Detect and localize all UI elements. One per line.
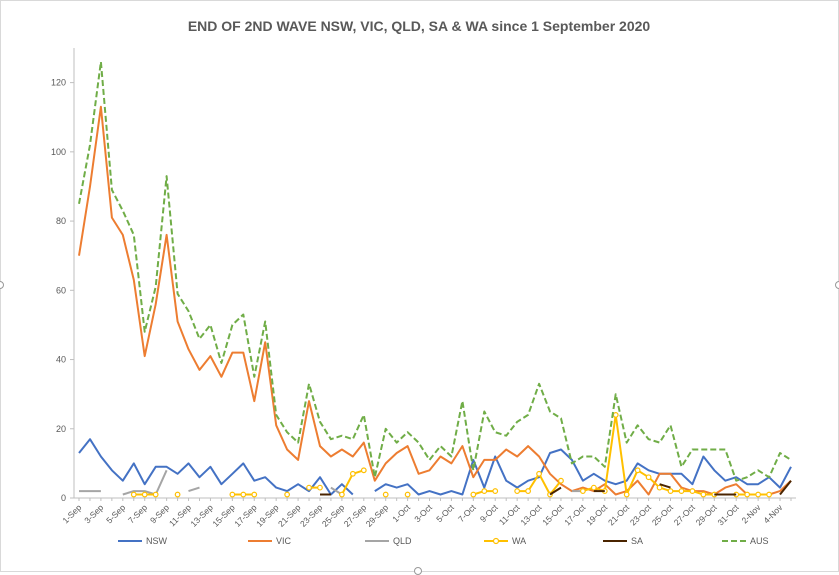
data-point-wa <box>338 491 345 498</box>
series-line-nsw <box>374 448 792 496</box>
data-point-wa <box>306 484 312 491</box>
series-line-sa <box>549 486 562 496</box>
y-tick-label: 80 <box>56 216 66 226</box>
legend-label: AUS <box>750 536 769 546</box>
resize-handle-bottom[interactable] <box>414 567 422 575</box>
y-tick-label: 120 <box>51 78 66 88</box>
chart-title: END OF 2ND WAVE NSW, VIC, QLD, SA & WA s… <box>188 18 651 34</box>
series-line-sa <box>659 483 671 489</box>
data-point-wa <box>470 491 477 498</box>
series-line-vic <box>78 105 792 496</box>
legend-item-qld: QLD <box>365 536 412 546</box>
data-point-wa <box>612 412 619 418</box>
legend-item-aus: AUS <box>722 536 769 546</box>
legend-label: VIC <box>276 536 292 546</box>
data-point-wa <box>579 488 586 494</box>
legend: NSW VIC QLD WA SA AUS <box>118 536 769 546</box>
data-point-wa <box>360 467 367 474</box>
data-point-wa <box>382 491 389 498</box>
legend-item-wa: WA <box>484 536 526 546</box>
y-tick-label: 40 <box>56 355 66 365</box>
legend-label: WA <box>512 536 526 546</box>
legend-label: QLD <box>393 536 412 546</box>
y-tick-label: 60 <box>56 285 66 295</box>
series-line-qld <box>188 486 200 493</box>
series-line-aus <box>78 60 792 482</box>
data-point-wa <box>744 491 751 498</box>
data-point-wa <box>766 491 772 498</box>
series-aus <box>78 60 792 482</box>
data-point-wa <box>152 491 159 498</box>
series-layer <box>78 60 792 498</box>
series-vic <box>78 105 792 496</box>
y-tick-label: 0 <box>61 493 66 503</box>
legend-label: SA <box>631 536 643 546</box>
series-line-sa <box>779 480 792 496</box>
data-point-wa <box>514 488 521 494</box>
data-point-wa <box>229 491 236 498</box>
data-point-wa <box>525 488 532 494</box>
data-point-wa <box>481 488 488 494</box>
data-point-wa <box>678 488 685 494</box>
y-tick-label: 20 <box>56 424 66 434</box>
data-point-wa <box>317 484 323 491</box>
data-point-wa <box>284 491 291 498</box>
data-point-wa <box>130 491 137 498</box>
legend-item-nsw: NSW <box>118 536 168 546</box>
series-line-qld <box>122 469 168 496</box>
data-point-wa <box>590 484 597 491</box>
data-point-wa <box>645 474 652 481</box>
data-point-wa <box>623 491 630 498</box>
data-point-wa <box>667 488 674 494</box>
series-line-nsw <box>78 438 354 496</box>
data-point-wa <box>240 491 247 498</box>
data-point-wa <box>251 491 258 498</box>
y-tick-label: 100 <box>51 147 66 157</box>
data-point-wa <box>349 470 356 477</box>
data-point-wa <box>536 470 542 477</box>
data-point-wa <box>558 477 564 484</box>
legend-label: NSW <box>146 536 168 546</box>
data-point-wa <box>174 491 181 498</box>
data-point-wa <box>634 467 641 474</box>
data-point-wa <box>656 484 663 491</box>
resize-handle-right[interactable] <box>835 281 839 289</box>
data-point-wa <box>492 488 499 494</box>
legend-item-sa: SA <box>603 536 643 546</box>
data-point-wa <box>755 491 762 498</box>
y-axis: 0 20 40 60 80 100 120 <box>51 48 75 503</box>
legend-item-vic: VIC <box>248 536 292 546</box>
data-point-wa <box>141 491 148 498</box>
data-point-wa <box>700 491 707 498</box>
series-sa <box>320 480 792 496</box>
legend-marker <box>492 537 500 545</box>
data-point-wa <box>404 491 411 498</box>
series-nsw <box>78 438 792 496</box>
data-point-wa <box>689 488 696 494</box>
